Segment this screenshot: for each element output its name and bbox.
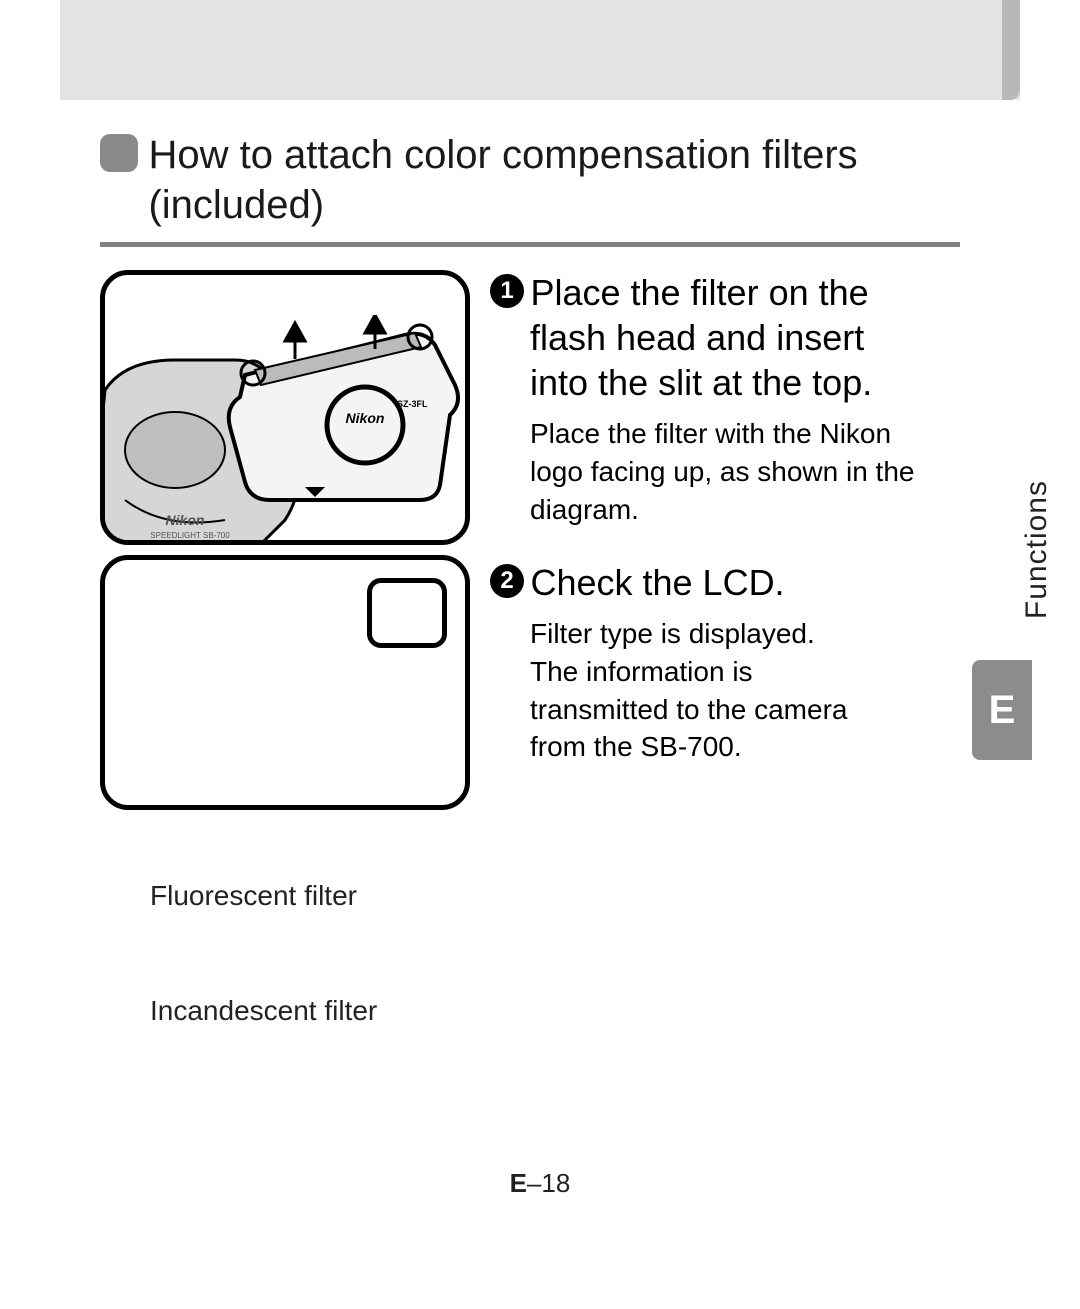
diagram-lcd [100, 555, 470, 810]
step-1-heading-line1: Place the ﬁlter on the [530, 272, 868, 313]
step-2-heading: Check the LCD. [530, 562, 784, 603]
page-number: E–18 [0, 1168, 1080, 1199]
step-1-body: Place the filter with the Nikon logo fac… [490, 415, 920, 528]
step-2: 2 Check the LCD. Filter type is displaye… [490, 560, 945, 766]
filter-model-label: SZ-3FL [397, 399, 428, 409]
page-prefix: E [510, 1168, 527, 1198]
side-tab: E [972, 660, 1032, 760]
incandescent-filter-label: Incandescent ﬁlter [150, 995, 377, 1027]
section-bullet-icon [100, 134, 138, 172]
brand-on-filter: Nikon [346, 410, 385, 426]
step-number-icon: 2 [490, 564, 524, 598]
step-2-body: Filter type is displayed. The informatio… [490, 615, 890, 766]
diagram-attach-filter: Nikon SPEEDLIGHT SB-700 Nikon SZ-3FL [100, 270, 470, 545]
side-section-label: Functions [1020, 480, 1054, 619]
step-1-heading-line2: ﬂash head and insert [530, 317, 864, 358]
step-1: 1 Place the ﬁlter on the ﬂash head and i… [490, 270, 945, 528]
step-1-heading-line3: into the slit at the top. [530, 362, 872, 403]
flash-model-label: SPEEDLIGHT SB-700 [150, 531, 230, 540]
section-title: How to attach color compensation filters… [148, 130, 948, 230]
section-rule [100, 242, 960, 247]
brand-label: Nikon [166, 512, 205, 528]
header-bar [60, 0, 1020, 100]
filter-holder-illustration: Nikon SZ-3FL [225, 315, 470, 505]
page-suffix: –18 [527, 1168, 570, 1198]
step-number-icon: 1 [490, 274, 524, 308]
section-header: How to attach color compensation filters… [100, 130, 960, 230]
fluorescent-filter-label: Fluorescent ﬁlter [150, 880, 357, 912]
lcd-highlight-box [367, 578, 447, 648]
